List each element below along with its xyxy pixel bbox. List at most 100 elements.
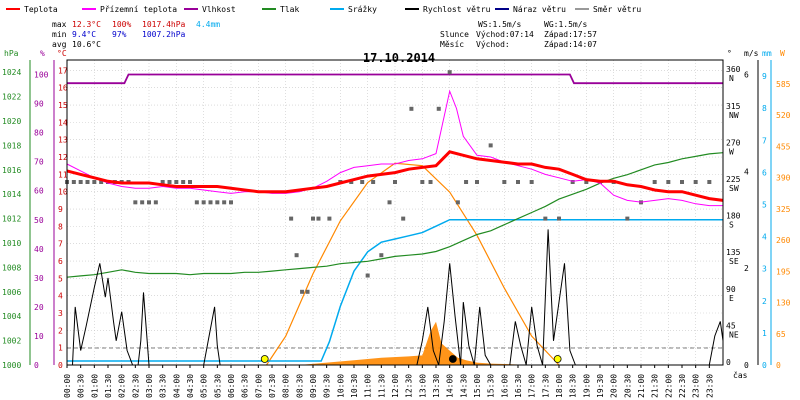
y-tick-hpa: 1020 bbox=[2, 117, 21, 126]
y-tick-wm: 195 bbox=[776, 267, 791, 276]
stats-block: max 12.3°C 100% 1017.4hPa 4.4mm min 9.4°… bbox=[52, 20, 597, 49]
y-tick-c: 0 bbox=[58, 361, 63, 370]
x-tick-label: 04:30 bbox=[186, 374, 195, 398]
wind-direction-point bbox=[488, 143, 493, 148]
wind-direction-point bbox=[360, 180, 365, 184]
x-tick-label: 11:00 bbox=[364, 374, 373, 398]
stat-sun-rise: Východ:07:14 bbox=[476, 30, 534, 39]
y-tick-hpa: 1022 bbox=[2, 93, 21, 102]
axis-unit-deg: ° bbox=[727, 49, 732, 58]
axis-unit-wm: W bbox=[780, 49, 785, 58]
y-tick-c: 6 bbox=[58, 257, 63, 266]
wind-direction-point bbox=[409, 106, 414, 111]
y-tick-hpa: 1004 bbox=[2, 312, 21, 321]
y-tick-ms: 0 bbox=[744, 361, 749, 370]
wind-direction-point bbox=[78, 180, 83, 184]
y-tick-dir: NW bbox=[729, 111, 739, 120]
stat-moon-label: Měsíc bbox=[440, 40, 464, 49]
y-tick-wm: 325 bbox=[776, 205, 791, 214]
legend-label: Náraz větru bbox=[513, 5, 566, 14]
stat-max-press: 1017.4hPa bbox=[142, 20, 186, 29]
x-tick-label: 20:00 bbox=[610, 374, 619, 398]
wind-direction-point bbox=[475, 180, 479, 184]
y-tick-deg: 135 bbox=[726, 248, 741, 257]
y-tick-c: 2 bbox=[58, 326, 63, 335]
wind-direction-point bbox=[300, 289, 305, 294]
x-tick-label: 07:00 bbox=[254, 374, 263, 398]
y-tick-dir: W bbox=[729, 147, 734, 156]
solar-curve bbox=[266, 162, 560, 366]
wind-direction-point bbox=[188, 180, 192, 184]
y-tick-hpa: 1002 bbox=[2, 337, 21, 346]
x-tick-label: 16:00 bbox=[500, 374, 509, 398]
y-tick-wm: 130 bbox=[776, 299, 791, 308]
x-tick-label: 22:00 bbox=[664, 374, 673, 398]
y-tick-dir: N bbox=[729, 74, 734, 83]
stat-min-hum: 97% bbox=[112, 30, 127, 39]
y-tick-deg: 360 bbox=[726, 65, 741, 74]
wind-direction-point bbox=[181, 180, 186, 184]
axis-unit-time: čas bbox=[733, 370, 748, 380]
wind-direction-point bbox=[305, 289, 310, 294]
x-tick-label: 18:00 bbox=[555, 374, 564, 398]
stat-min-press: 1007.2hPa bbox=[142, 30, 186, 39]
y-tick-wm: 0 bbox=[776, 361, 781, 370]
wind-direction-point bbox=[420, 180, 425, 184]
y-tick-ms: 4 bbox=[744, 167, 749, 176]
y-tick-c: 8 bbox=[58, 222, 63, 231]
y-tick-c: 3 bbox=[58, 309, 63, 318]
wind-direction-point bbox=[680, 180, 684, 184]
x-axis: 00:00 00:30 01:00 01:30 02:00 02:30 03:00 03:30… bbox=[63, 365, 714, 398]
x-tick-label: 15:00 bbox=[473, 374, 482, 398]
wind-direction-point bbox=[379, 253, 384, 258]
wind-direction-point bbox=[215, 200, 220, 205]
wind-direction-point bbox=[99, 180, 104, 184]
legend-label: Srážky bbox=[348, 5, 377, 14]
sunset-marker bbox=[553, 355, 562, 363]
wind-direction-point bbox=[222, 200, 227, 205]
y-tick-pct: 40 bbox=[34, 245, 44, 254]
wind-direction-point bbox=[365, 273, 370, 278]
x-tick-label: 20:30 bbox=[623, 374, 632, 398]
x-tick-label: 02:30 bbox=[131, 374, 140, 398]
x-tick-label: 10:00 bbox=[336, 374, 345, 398]
y-tick-mm: 7 bbox=[762, 136, 767, 145]
stat-sun-label: Slunce bbox=[440, 30, 469, 39]
x-tick-label: 08:30 bbox=[295, 374, 304, 398]
legend: Teplota Přízemní teplota Vlhkost Tlak Srážky… bbox=[6, 5, 641, 14]
y-tick-mm: 4 bbox=[762, 233, 767, 242]
y-tick-mm: 6 bbox=[762, 168, 767, 177]
y-tick-deg: 315 bbox=[726, 102, 741, 111]
y-tick-pct: 70 bbox=[34, 158, 44, 167]
stat-max-label: max bbox=[52, 20, 67, 29]
y-tick-c: 13 bbox=[58, 136, 68, 145]
y-tick-pct: 50 bbox=[34, 216, 44, 225]
wind-direction-point bbox=[147, 200, 151, 205]
wind-direction-point bbox=[316, 216, 321, 221]
stat-moon-rise: Východ: bbox=[476, 40, 510, 49]
x-tick-label: 19:00 bbox=[582, 374, 591, 398]
wind-direction-point bbox=[529, 180, 534, 184]
y-tick-dir: SE bbox=[729, 257, 739, 266]
axis-unit-pct: % bbox=[40, 49, 45, 58]
y-tick-dir: S bbox=[729, 221, 734, 230]
x-tick-label: 10:30 bbox=[350, 374, 359, 398]
y-tick-hpa: 1014 bbox=[2, 190, 21, 199]
wind-direction-point bbox=[625, 216, 630, 221]
y-tick-hpa: 1018 bbox=[2, 141, 21, 150]
y-tick-wm: 390 bbox=[776, 174, 791, 183]
wind-direction-point bbox=[447, 70, 452, 75]
y-tick-wm: 585 bbox=[776, 80, 791, 89]
y-tick-pct: 90 bbox=[34, 100, 44, 109]
wind-direction-point bbox=[428, 180, 433, 184]
left-axes: 1024102210201018101610141012101010081006… bbox=[2, 60, 68, 370]
wind-direction-point bbox=[387, 200, 392, 205]
stat-max-rain: 4.4mm bbox=[196, 20, 220, 29]
stat-avg-temp: 10.6°C bbox=[72, 40, 101, 49]
y-tick-deg: 90 bbox=[726, 285, 736, 294]
y-tick-mm: 8 bbox=[762, 104, 767, 113]
stat-max-temp: 12.3°C bbox=[72, 20, 101, 29]
x-tick-label: 07:30 bbox=[268, 374, 277, 398]
legend-label: Teplota bbox=[24, 5, 58, 14]
